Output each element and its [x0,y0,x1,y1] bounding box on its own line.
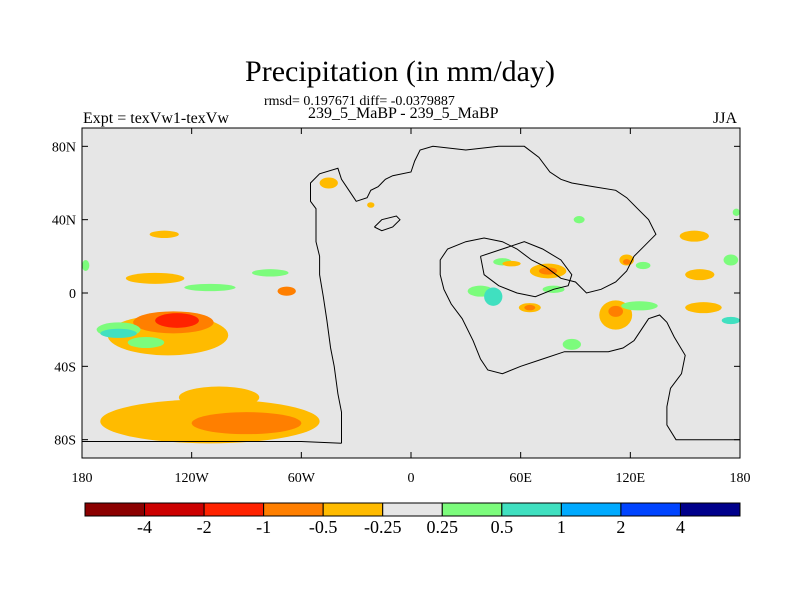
x-tick-label: 180 [730,471,751,486]
colorbar-swatch [203,502,265,517]
contour-region [679,230,709,242]
chart-title: Precipitation (in mm/day) [245,55,555,88]
contour-region [184,283,236,292]
colorbar: -4 -2 -1 -0.5 -0.25 0.25 0.5 1 2 4 [84,502,741,537]
chart-subtitle: rmsd= 0.197671 diff= -0.0379887 [264,94,455,109]
colorbar-label: -2 [197,517,212,537]
contour-region [538,267,558,275]
contour-region [685,302,722,314]
contour-region [251,269,289,277]
colorbar-label: -1 [256,517,271,537]
contour-region [732,208,740,216]
contour-region [277,286,296,296]
y-tick-label: 80S [54,434,76,449]
season-label: JJA [713,110,738,127]
x-axis: 180 120W 60W 0 60E 120E 180 [72,128,751,486]
contour-region [155,313,199,328]
contour-region [524,304,536,311]
contour-region [484,287,503,306]
colorbar-label: 0.25 [427,517,459,537]
southern-coast-outline [82,441,342,444]
colorbar-swatch [84,502,146,517]
colorbar-swatch [322,502,384,517]
colorbar-label: 4 [676,517,685,537]
y-tick-label: 40N [52,214,76,229]
colorbar-label: 1 [557,517,566,537]
y-tick-label: 40S [54,360,76,375]
contour-region [191,412,302,435]
x-tick-label: 60E [509,471,532,486]
western-continent-outline [310,145,740,444]
x-tick-label: 60W [288,471,316,486]
contour-region [723,254,739,266]
colorbar-label: 0.5 [491,517,514,537]
inner-sea-outline [480,241,573,298]
case-label: 239_5_MaBP - 239_5_MaBP [308,105,499,122]
colorbar-swatch [679,502,741,517]
colorbar-label: 2 [616,517,625,537]
colorbar-label: -4 [137,517,152,537]
colorbar-swatch [263,502,324,517]
colorbar-swatch [560,502,622,517]
colorbar-label: -0.25 [364,517,402,537]
contour-region [502,260,521,267]
colorbar-label: -0.5 [309,517,338,537]
x-tick-label: 180 [72,471,93,486]
colorbar-swatch [441,502,503,517]
x-tick-label: 120E [616,471,646,486]
y-tick-label: 80N [52,140,76,155]
island-north-outline [374,215,401,232]
y-axis: 80N 40N 0 40S 80S [52,140,740,449]
contour-region [367,202,375,208]
contour-region [573,216,585,224]
contour-region [319,177,338,189]
contour-region [608,305,624,317]
contour-region [127,337,165,348]
colorbar-swatch [144,502,205,517]
contour-region [635,261,651,270]
colorbar-swatch [382,502,443,517]
contour-region [721,316,740,325]
continent-outlines [82,145,740,444]
x-tick-label: 0 [408,471,415,486]
contour-regions [82,177,740,444]
experiment-label: Expt = texVw1-texVw [83,110,229,127]
contour-region [125,272,185,284]
x-tick-label: 120W [175,471,210,486]
contour-region [149,230,179,238]
contour-region [82,260,90,271]
contour-region [685,269,715,281]
contour-region [178,386,260,409]
contour-region [562,338,581,350]
contour-region [623,259,631,265]
contour-region [621,301,658,311]
colorbar-swatch [620,502,681,517]
contour-region [100,328,137,338]
colorbar-swatch [501,502,562,517]
y-tick-label: 0 [69,287,76,302]
